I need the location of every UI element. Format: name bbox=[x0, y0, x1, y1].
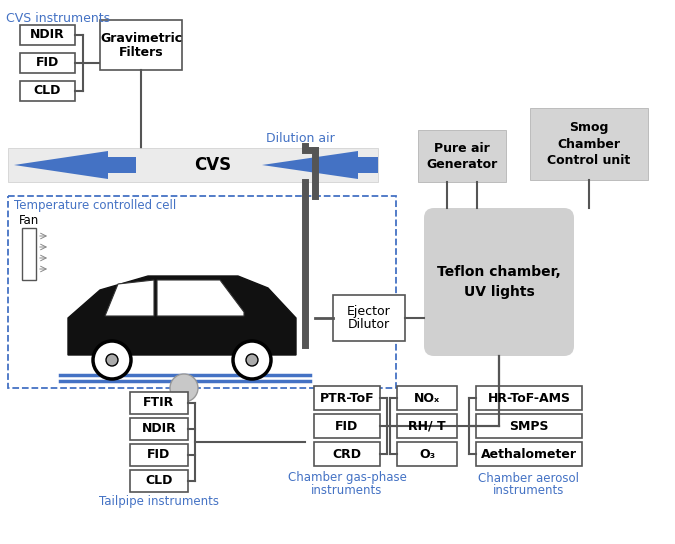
Text: Smog: Smog bbox=[569, 121, 609, 134]
Text: Chamber aerosol: Chamber aerosol bbox=[479, 472, 580, 485]
Bar bbox=[333, 295, 405, 341]
Polygon shape bbox=[157, 280, 244, 316]
Text: Teflon chamber,: Teflon chamber, bbox=[437, 265, 561, 279]
Text: O₃: O₃ bbox=[419, 448, 435, 461]
Text: Gravimetric: Gravimetric bbox=[100, 32, 182, 45]
Text: CVS: CVS bbox=[194, 156, 232, 174]
Bar bbox=[22, 228, 36, 280]
Bar bbox=[397, 386, 457, 410]
Text: Temperature controlled cell: Temperature controlled cell bbox=[14, 200, 176, 213]
Text: FID: FID bbox=[147, 448, 171, 461]
Text: Fan: Fan bbox=[19, 214, 39, 227]
Text: FID: FID bbox=[335, 419, 358, 432]
Text: CVS instruments: CVS instruments bbox=[6, 12, 110, 25]
Text: instruments: instruments bbox=[493, 484, 565, 497]
Bar bbox=[20, 81, 75, 101]
Polygon shape bbox=[68, 276, 296, 355]
Polygon shape bbox=[14, 151, 136, 179]
Polygon shape bbox=[105, 280, 154, 316]
Text: CRD: CRD bbox=[333, 448, 362, 461]
Text: Filters: Filters bbox=[119, 46, 163, 59]
Text: Control unit: Control unit bbox=[547, 153, 630, 166]
Bar bbox=[100, 20, 182, 70]
Text: CLD: CLD bbox=[34, 84, 61, 97]
Circle shape bbox=[170, 374, 198, 402]
Bar bbox=[8, 196, 396, 388]
Bar bbox=[530, 108, 648, 180]
Polygon shape bbox=[68, 342, 96, 355]
Circle shape bbox=[246, 354, 258, 366]
Text: UV lights: UV lights bbox=[464, 285, 535, 299]
Text: Aethalometer: Aethalometer bbox=[481, 448, 577, 461]
Bar bbox=[130, 470, 188, 492]
Text: Chamber: Chamber bbox=[558, 138, 620, 151]
Bar bbox=[314, 442, 380, 466]
FancyBboxPatch shape bbox=[424, 208, 574, 356]
Bar bbox=[314, 386, 380, 410]
Bar bbox=[130, 444, 188, 466]
Text: FID: FID bbox=[36, 57, 59, 70]
Text: PTR-ToF: PTR-ToF bbox=[320, 392, 375, 405]
Text: SMPS: SMPS bbox=[509, 419, 549, 432]
Bar bbox=[476, 442, 582, 466]
Text: Pure air: Pure air bbox=[434, 141, 490, 154]
Text: Tailpipe instruments: Tailpipe instruments bbox=[99, 496, 219, 509]
Bar bbox=[397, 442, 457, 466]
Text: NDIR: NDIR bbox=[30, 28, 65, 41]
Bar bbox=[397, 414, 457, 438]
Text: RH/ T: RH/ T bbox=[408, 419, 446, 432]
Text: NDIR: NDIR bbox=[142, 423, 176, 436]
Bar bbox=[130, 418, 188, 440]
Circle shape bbox=[106, 354, 118, 366]
Circle shape bbox=[93, 341, 131, 379]
Bar bbox=[476, 386, 582, 410]
Bar bbox=[8, 148, 378, 182]
Polygon shape bbox=[262, 151, 378, 179]
Text: Dilution air: Dilution air bbox=[266, 132, 334, 145]
Bar bbox=[314, 414, 380, 438]
Text: instruments: instruments bbox=[311, 484, 383, 497]
Text: Chamber gas-phase: Chamber gas-phase bbox=[288, 472, 406, 485]
Text: Dilutor: Dilutor bbox=[348, 318, 390, 331]
Text: FTIR: FTIR bbox=[143, 397, 175, 410]
Text: Generator: Generator bbox=[427, 158, 497, 170]
Bar bbox=[130, 392, 188, 414]
Bar bbox=[418, 130, 506, 182]
Bar bbox=[476, 414, 582, 438]
Text: Ejector: Ejector bbox=[347, 305, 391, 318]
Bar bbox=[20, 25, 75, 45]
Circle shape bbox=[233, 341, 271, 379]
Text: CLD: CLD bbox=[145, 474, 173, 487]
Text: NOₓ: NOₓ bbox=[414, 392, 440, 405]
Bar bbox=[20, 53, 75, 73]
Text: HR-ToF-AMS: HR-ToF-AMS bbox=[487, 392, 570, 405]
